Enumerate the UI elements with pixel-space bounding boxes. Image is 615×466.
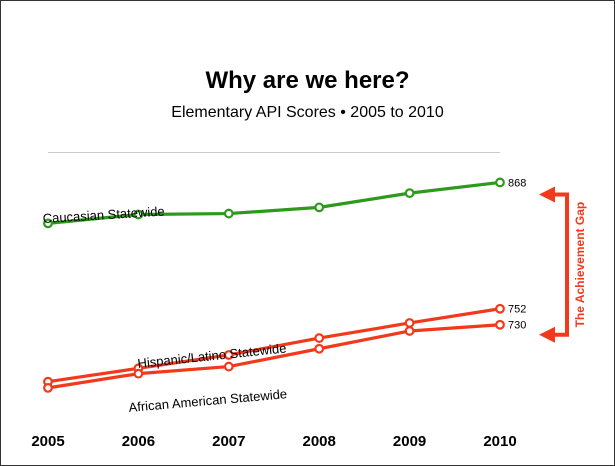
x-tick-label-2010: 2010 (483, 433, 516, 450)
data-point-caucasian-statewide-2006 (133, 209, 144, 220)
end-value-label-caucasian-statewide: 868 (508, 177, 526, 189)
data-point-hispanic-latino-statewide-2009 (404, 318, 415, 328)
x-tick-label-2009: 2009 (393, 433, 426, 450)
series-line-african-american-statewide (47, 323, 501, 390)
chart-subtitle: Elementary API Scores • 2005 to 2010 (171, 104, 444, 121)
data-point-caucasian-statewide-2007 (223, 208, 234, 219)
end-value-label-hispanic-latino-statewide: 752 (508, 304, 526, 316)
data-point-african-american-statewide-2008 (314, 343, 325, 354)
data-point-hispanic-latino-statewide-2010 (495, 303, 505, 314)
data-point-african-american-statewide-2006 (133, 368, 144, 379)
series-label-caucasian-statewide: Caucasian Statewide (42, 204, 165, 226)
series-label-african-american-statewide: African American Statewide (128, 386, 288, 415)
gap-arrow-bottom-icon (539, 326, 555, 343)
series-line-caucasian-statewide (47, 180, 501, 225)
data-point-hispanic-latino-statewide-2008 (314, 333, 325, 343)
data-point-caucasian-statewide-2009 (404, 188, 415, 199)
data-point-caucasian-statewide-2010 (495, 177, 505, 188)
data-point-african-american-statewide-2010 (495, 319, 505, 330)
achievement-gap-label: The Achievement Gap (573, 202, 587, 328)
data-point-african-american-statewide-2007 (223, 361, 234, 372)
gap-bracket (551, 192, 569, 337)
title-divider (48, 152, 500, 153)
x-tick-label-2005: 2005 (31, 433, 64, 450)
x-tick-label-2008: 2008 (303, 433, 336, 450)
data-point-african-american-statewide-2009 (404, 326, 415, 336)
x-tick-label-2006: 2006 (122, 433, 155, 450)
gap-arrow-top-icon (539, 186, 555, 203)
data-point-caucasian-statewide-2005 (43, 218, 53, 229)
x-tick-label-2007: 2007 (212, 433, 245, 450)
chart-title: Why are we here? (205, 67, 410, 94)
data-point-hispanic-latino-statewide-2007 (223, 350, 234, 360)
data-point-african-american-statewide-2005 (43, 382, 53, 393)
series-line-hispanic-latino-statewide (47, 307, 501, 384)
end-value-label-african-american-statewide: 730 (508, 320, 526, 332)
data-point-caucasian-statewide-2008 (314, 202, 325, 213)
